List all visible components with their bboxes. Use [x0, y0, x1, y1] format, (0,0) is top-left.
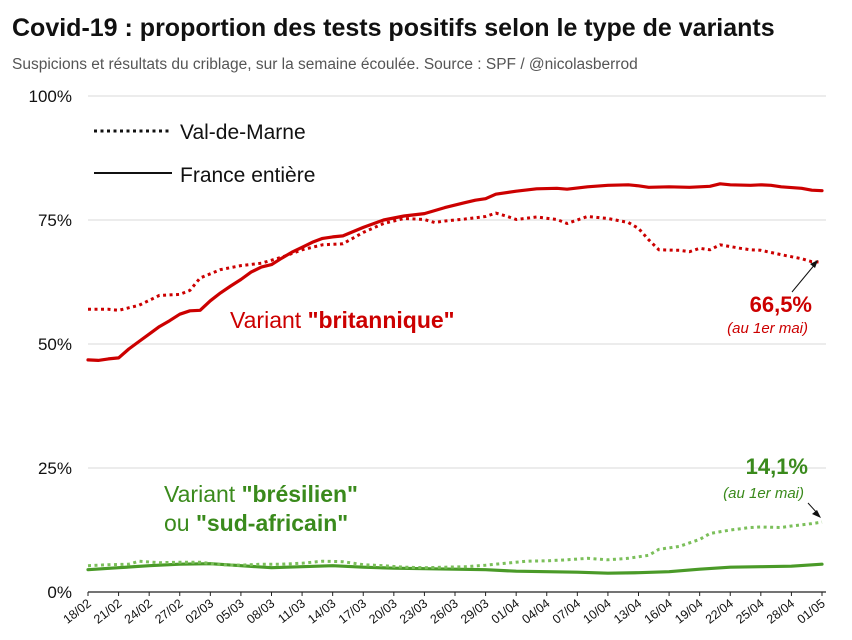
y-tick-label: 25%: [38, 459, 72, 478]
x-tick-label: 28/04: [764, 596, 797, 626]
series-line: [88, 211, 823, 312]
x-tick-label: 14/03: [305, 596, 338, 626]
x-tick-label: 05/03: [213, 596, 246, 626]
x-tick-label: 02/03: [183, 596, 216, 626]
y-tick-label: 75%: [38, 211, 72, 230]
x-tick-label: 01/04: [489, 596, 522, 626]
x-tick-label: 27/02: [152, 596, 185, 626]
legend: Val-de-Marne France entière: [94, 121, 315, 187]
label-variant-bresilien-name: "brésilien": [242, 481, 358, 507]
label-variant-britannique-name: "britannique": [308, 307, 455, 333]
x-tick-label: 10/04: [580, 596, 613, 626]
series-line: [86, 562, 824, 575]
series-line: [87, 520, 823, 570]
x-tick-label: 24/02: [122, 596, 155, 626]
label-variant-sud-africain-prefix: ou: [164, 510, 196, 536]
annotation-bresilien: Variant "brésilien" ou "sud-africain" 14…: [164, 454, 821, 536]
arrow-head-bresilien: [812, 510, 821, 518]
note-bresilien: (au 1er mai): [723, 485, 804, 502]
arrow-head-britannique: [810, 260, 818, 268]
chart-title: Covid-19 : proportion des tests positifs…: [12, 14, 775, 42]
gridlines: [88, 95, 826, 593]
series-line: [86, 182, 824, 362]
x-tick-label: 04/04: [519, 596, 552, 626]
x-tick-label: 13/04: [611, 596, 644, 626]
y-tick-label: 50%: [38, 335, 72, 354]
y-axis-ticks: 0% 25% 50% 75% 100%: [29, 87, 72, 602]
label-variant-britannique-prefix: Variant: [230, 307, 308, 333]
x-tick-label: 17/03: [336, 596, 369, 626]
label-variant-sud-africain-name: "sud-africain": [196, 510, 348, 536]
label-variant-bresilien-prefix: Variant: [164, 481, 242, 507]
x-tick-label: 19/04: [672, 596, 705, 626]
legend-label-val-de-marne: Val-de-Marne: [180, 121, 306, 144]
x-tick-label: 26/03: [428, 596, 461, 626]
x-tick-label: 29/03: [458, 596, 491, 626]
value-bresilien: 14,1%: [746, 454, 808, 479]
label-variant-britannique: Variant "britannique": [230, 307, 455, 333]
series-lines: [86, 182, 824, 575]
x-tick-label: 08/03: [244, 596, 277, 626]
y-tick-label: 0%: [47, 583, 72, 602]
arrow-britannique: [791, 262, 817, 293]
x-tick-label: 25/04: [733, 596, 766, 626]
y-tick-label: 100%: [29, 87, 72, 106]
label-variant-sud-africain: ou "sud-africain": [164, 510, 348, 536]
chart-subtitle: Suspicions et résultats du criblage, sur…: [12, 56, 638, 73]
value-britannique: 66,5%: [750, 292, 812, 317]
note-britannique: (au 1er mai): [727, 320, 808, 337]
label-variant-bresilien: Variant "brésilien": [164, 481, 358, 507]
x-tick-label: 07/04: [550, 596, 583, 626]
annotation-britannique: Variant "britannique" 66,5% (au 1er mai): [230, 260, 818, 337]
x-tick-label: 01/05: [795, 596, 828, 626]
x-tick-label: 20/03: [366, 596, 399, 626]
x-tick-label: 21/02: [91, 596, 124, 626]
x-tick-label: 16/04: [642, 596, 675, 626]
legend-label-france-entiere: France entière: [180, 164, 315, 187]
x-axis-ticks: 18/0221/0224/0227/0202/0305/0308/0311/03…: [61, 592, 828, 627]
x-tick-label: 22/04: [703, 596, 736, 626]
x-tick-label: 23/03: [397, 596, 430, 626]
x-tick-label: 11/03: [275, 596, 308, 626]
